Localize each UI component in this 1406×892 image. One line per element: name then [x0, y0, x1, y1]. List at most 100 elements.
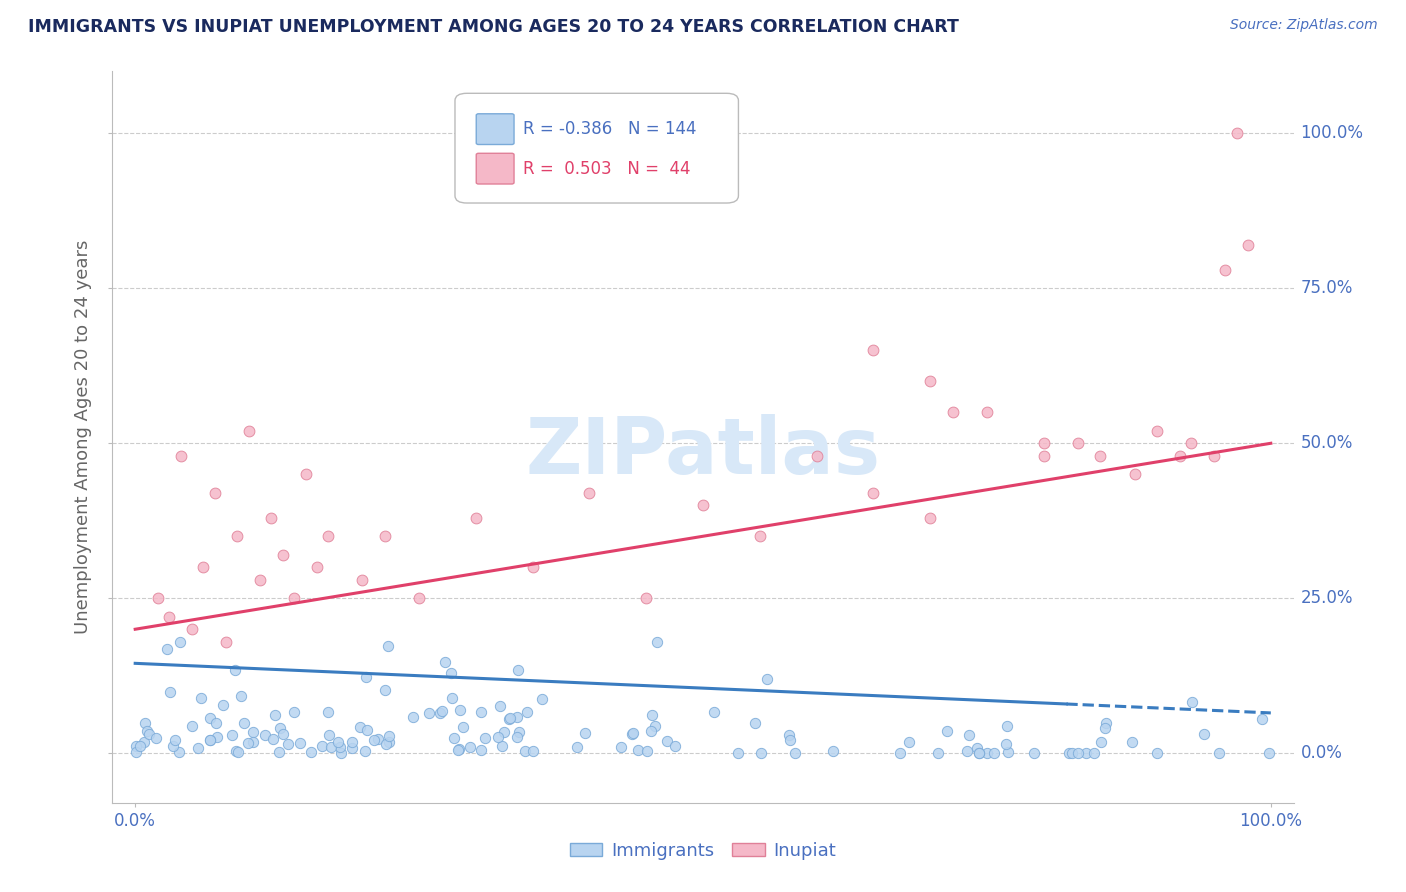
Point: [692, 498, 714, 512]
Point: [1237, 238, 1260, 252]
Point: [215, 634, 238, 648]
Point: [976, 405, 998, 419]
Point: [267, 746, 290, 760]
Point: [125, 745, 148, 759]
Point: [342, 740, 364, 755]
Point: [316, 705, 339, 719]
Point: [748, 529, 770, 543]
Point: [378, 735, 401, 749]
Point: [627, 743, 650, 757]
Point: [1251, 712, 1274, 726]
Point: [862, 486, 884, 500]
Point: [1123, 467, 1146, 482]
Point: [516, 705, 538, 719]
Text: 75.0%: 75.0%: [1301, 279, 1353, 297]
Point: [640, 708, 662, 723]
Point: [1146, 746, 1168, 760]
Point: [269, 722, 291, 736]
Point: [224, 663, 246, 677]
Point: [935, 723, 957, 738]
FancyBboxPatch shape: [456, 94, 738, 203]
Point: [135, 724, 157, 739]
Point: [299, 745, 322, 759]
Point: [470, 705, 492, 719]
Point: [749, 746, 772, 760]
Point: [779, 733, 801, 747]
Point: [321, 740, 343, 755]
Point: [508, 725, 530, 739]
Point: [225, 744, 247, 758]
Point: [1032, 449, 1054, 463]
Point: [271, 548, 294, 562]
Point: [447, 741, 470, 756]
Point: [146, 591, 169, 606]
Point: [889, 746, 911, 760]
Point: [1083, 746, 1105, 760]
Point: [283, 591, 305, 606]
Point: [249, 573, 271, 587]
Point: [367, 731, 389, 746]
Point: [198, 733, 221, 747]
Point: [783, 746, 806, 760]
Point: [1121, 735, 1143, 749]
Point: [995, 719, 1018, 733]
Point: [207, 730, 229, 744]
Point: [498, 712, 520, 726]
Point: [976, 746, 998, 760]
Point: [374, 683, 396, 698]
Point: [408, 591, 430, 606]
Point: [862, 343, 884, 358]
Point: [522, 744, 544, 758]
Text: 25.0%: 25.0%: [1301, 590, 1353, 607]
Text: R = -0.386   N = 144: R = -0.386 N = 144: [523, 120, 697, 138]
Point: [1257, 746, 1279, 760]
Point: [159, 685, 181, 699]
Point: [205, 716, 228, 731]
Point: [138, 727, 160, 741]
Point: [145, 731, 167, 745]
Point: [610, 739, 633, 754]
Point: [316, 529, 339, 543]
Point: [474, 731, 496, 746]
Point: [271, 727, 294, 741]
Point: [190, 690, 212, 705]
Point: [305, 560, 328, 574]
Point: [440, 690, 463, 705]
Point: [942, 405, 965, 419]
Point: [1067, 746, 1090, 760]
Point: [1090, 449, 1112, 463]
Point: [1090, 735, 1112, 749]
Point: [620, 727, 643, 741]
Point: [1067, 436, 1090, 450]
Point: [967, 746, 990, 760]
Point: [242, 735, 264, 749]
Point: [966, 741, 988, 756]
Point: [464, 510, 486, 524]
Point: [1202, 449, 1225, 463]
Point: [156, 641, 179, 656]
Point: [221, 728, 243, 742]
Point: [489, 699, 512, 714]
Point: [134, 715, 156, 730]
Point: [756, 672, 779, 686]
Point: [447, 743, 470, 757]
Point: [356, 723, 378, 738]
Point: [1095, 716, 1118, 731]
Point: [897, 735, 920, 749]
Point: [318, 728, 340, 742]
Point: [636, 743, 658, 757]
Point: [508, 663, 530, 677]
Point: [531, 692, 554, 706]
Point: [983, 746, 1005, 760]
Text: 100.0%: 100.0%: [1301, 124, 1364, 143]
Point: [823, 744, 845, 758]
Point: [664, 739, 686, 753]
Point: [125, 739, 148, 754]
Point: [1181, 695, 1204, 709]
Text: 0.0%: 0.0%: [1301, 744, 1343, 762]
Point: [645, 635, 668, 649]
Point: [621, 726, 644, 740]
Point: [204, 486, 226, 500]
Point: [193, 560, 215, 574]
Point: [377, 640, 399, 654]
